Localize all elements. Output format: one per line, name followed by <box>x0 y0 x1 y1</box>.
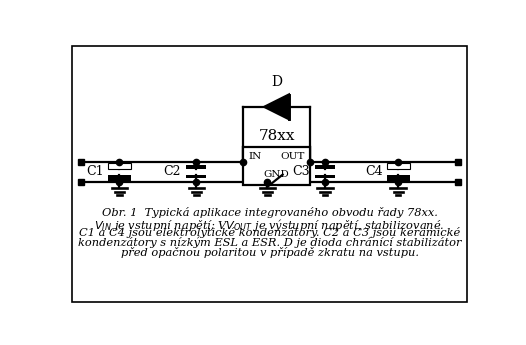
Text: C2: C2 <box>164 165 181 178</box>
Text: $V_{IN}$ je vstupní napětí; V$V_{OUT}$ je výstupní napětí, stabilizované.: $V_{IN}$ je vstupní napětí; V$V_{OUT}$ j… <box>94 217 445 233</box>
Bar <box>108 163 131 169</box>
Text: 78xx: 78xx <box>258 129 295 143</box>
Polygon shape <box>264 95 289 119</box>
Text: C3: C3 <box>292 165 310 178</box>
Bar <box>387 175 410 182</box>
Bar <box>186 175 206 178</box>
Text: kondenzátory s nízkým ESL a ESR. D je dioda chránící stabilizátor: kondenzátory s nízkým ESL a ESR. D je di… <box>78 237 461 248</box>
Text: C1: C1 <box>86 165 104 178</box>
Bar <box>387 163 410 169</box>
Text: C1 a C4 jsou elektrolytické kondenzátory. C2 a C3 jsou keramické: C1 a C4 jsou elektrolytické kondenzátory… <box>79 227 460 238</box>
Text: Obr. 1  Typická aplikace integrovaného obvodu řady 78xx.: Obr. 1 Typická aplikace integrovaného ob… <box>102 207 438 218</box>
Text: před opačnou polaritou v případě zkratu na vstupu.: před opačnou polaritou v případě zkratu … <box>120 247 419 258</box>
Bar <box>315 175 335 178</box>
Bar <box>108 175 131 182</box>
Text: D: D <box>271 75 282 89</box>
Bar <box>242 147 310 185</box>
Text: GND: GND <box>264 170 289 179</box>
Text: OUT: OUT <box>280 152 305 161</box>
Text: IN: IN <box>248 152 261 161</box>
Bar <box>315 165 335 169</box>
Bar <box>186 165 206 169</box>
Text: C4: C4 <box>365 165 383 178</box>
